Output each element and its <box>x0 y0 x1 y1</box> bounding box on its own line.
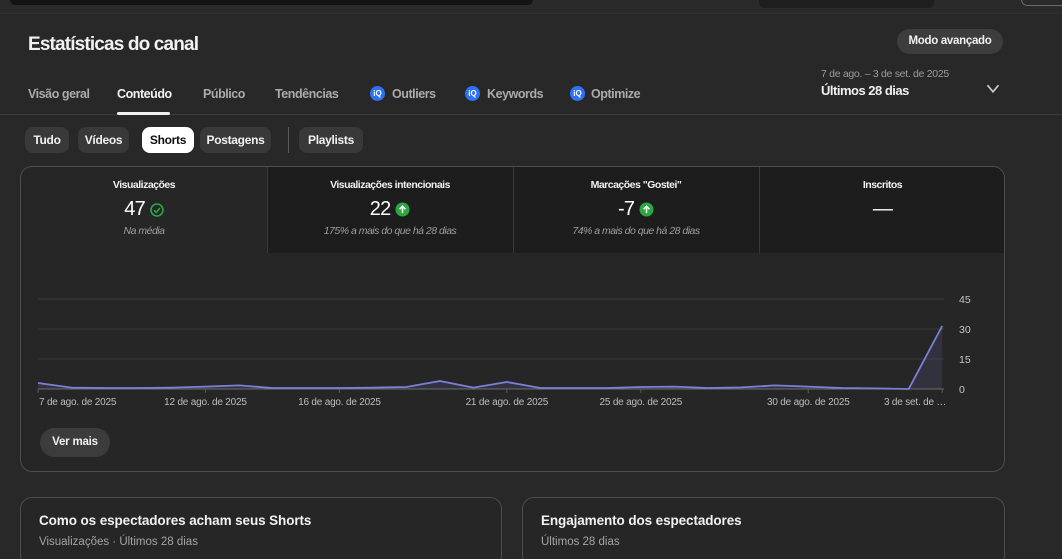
svg-text:3 de set. de …: 3 de set. de … <box>884 397 946 408</box>
svg-text:7 de ago. de 2025: 7 de ago. de 2025 <box>39 397 117 408</box>
svg-text:30: 30 <box>959 324 971 336</box>
svg-text:25 de ago. de 2025: 25 de ago. de 2025 <box>600 397 683 408</box>
svg-text:16 de ago. de 2025: 16 de ago. de 2025 <box>298 397 381 408</box>
svg-text:15: 15 <box>959 354 971 366</box>
svg-text:30 de ago. de 2025: 30 de ago. de 2025 <box>767 397 850 408</box>
svg-text:45: 45 <box>959 294 971 306</box>
svg-text:12 de ago. de 2025: 12 de ago. de 2025 <box>164 397 247 408</box>
svg-text:0: 0 <box>959 384 965 396</box>
svg-text:21 de ago. de 2025: 21 de ago. de 2025 <box>466 397 549 408</box>
